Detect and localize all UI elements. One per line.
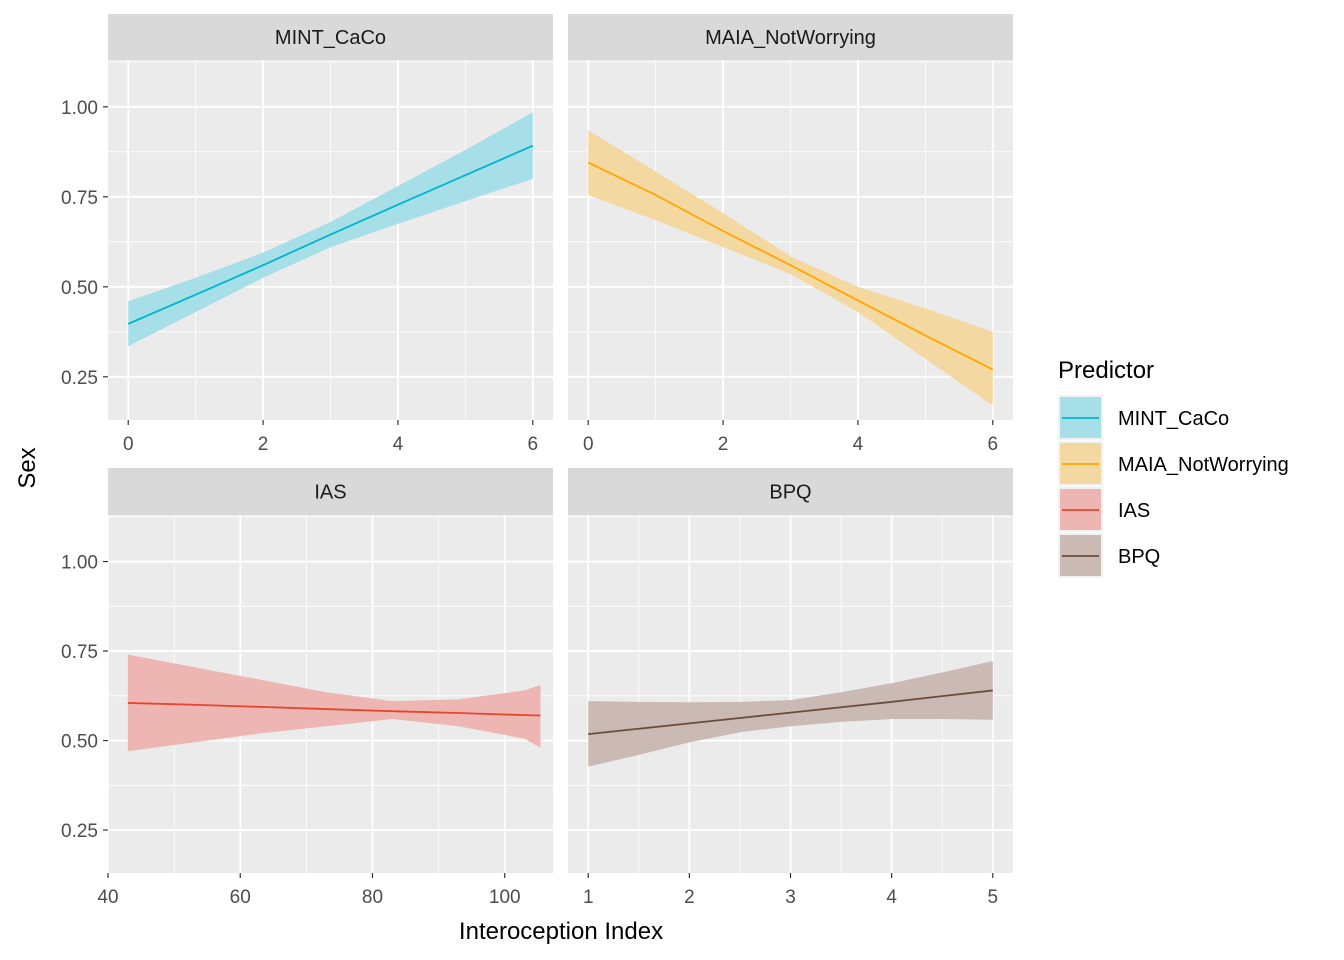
y-tick-label: 1.00: [61, 98, 98, 119]
legend-label: IAS: [1118, 500, 1150, 522]
y-axis-title: Sex: [14, 447, 41, 488]
x-tick-label: 2: [718, 434, 729, 455]
x-tick-label: 6: [527, 434, 538, 455]
legend: Predictor MINT_CaCo MAIA_NotWorrying IAS BP…: [1058, 357, 1289, 578]
x-tick-label: 60: [230, 887, 251, 908]
legend-item-IAS: IAS: [1058, 487, 1150, 532]
y-tick-label: 0.25: [61, 821, 98, 842]
y-tick-label: 1.00: [61, 553, 98, 574]
x-tick-label: 3: [785, 887, 796, 908]
y-tick-label: 0.75: [61, 188, 98, 209]
y-tick-label: 0.50: [61, 732, 98, 753]
legend-title: Predictor: [1058, 357, 1154, 384]
series-line: [127, 144, 534, 325]
facet-strip: [568, 14, 1013, 60]
legend-label: MINT_CaCo: [1118, 408, 1229, 430]
x-tick-label: 1: [583, 887, 594, 908]
x-tick-label: 100: [489, 887, 521, 908]
x-tick-label: 6: [987, 434, 998, 455]
series-line: [588, 689, 993, 735]
panel-MAIA_NotWorrying: MAIA_NotWorrying 0 2 4 6: [568, 14, 1013, 455]
x-tick-label: 0: [123, 434, 134, 455]
facet-strip: [568, 468, 1013, 515]
x-tick-label: 4: [853, 434, 864, 455]
facet-strip: [108, 14, 553, 60]
x-tick-label: 80: [362, 887, 383, 908]
facet-strip-label: IAS: [314, 482, 346, 504]
y-tick-label: 0.50: [61, 278, 98, 299]
x-tick-label: 2: [258, 434, 269, 455]
panel-IAS: IAS 0.25 0.50 0.75 1.00 40 60 80 100: [61, 468, 553, 908]
x-tick-label: 5: [987, 887, 998, 908]
confidence-ribbon: [127, 654, 541, 752]
y-tick-label: 0.75: [61, 642, 98, 663]
legend-item-BPQ: BPQ: [1058, 533, 1160, 578]
facet-strip: [108, 468, 553, 515]
facet-strip-label: MAIA_NotWorrying: [705, 27, 876, 49]
x-axis-title: Interoception Index: [459, 918, 663, 945]
x-tick-label: 40: [97, 887, 118, 908]
legend-item-MAIA_NotWorrying: MAIA_NotWorrying: [1058, 441, 1289, 486]
series-line: [127, 702, 541, 717]
facet-strip-label: MINT_CaCo: [275, 27, 386, 49]
confidence-ribbon: [128, 112, 533, 347]
confidence-ribbon: [588, 661, 993, 767]
x-tick-label: 4: [886, 887, 897, 908]
facet-strip-label: BPQ: [769, 482, 811, 504]
legend-label: MAIA_NotWorrying: [1118, 454, 1289, 476]
x-tick-label: 0: [583, 434, 594, 455]
confidence-ribbon: [588, 130, 993, 406]
panel-BPQ: BPQ 1 2 3 4 5: [568, 468, 1013, 908]
panel-MINT_CaCo: MINT_CaCo 0.25 0.50 0.75 1.00 0 2 4 6: [61, 14, 553, 455]
x-tick-label: 4: [393, 434, 404, 455]
x-tick-label: 2: [684, 887, 695, 908]
y-tick-label: 0.25: [61, 368, 98, 389]
legend-label: BPQ: [1118, 546, 1160, 568]
legend-item-MINT_CaCo: MINT_CaCo: [1058, 395, 1229, 440]
series-line: [587, 161, 994, 371]
